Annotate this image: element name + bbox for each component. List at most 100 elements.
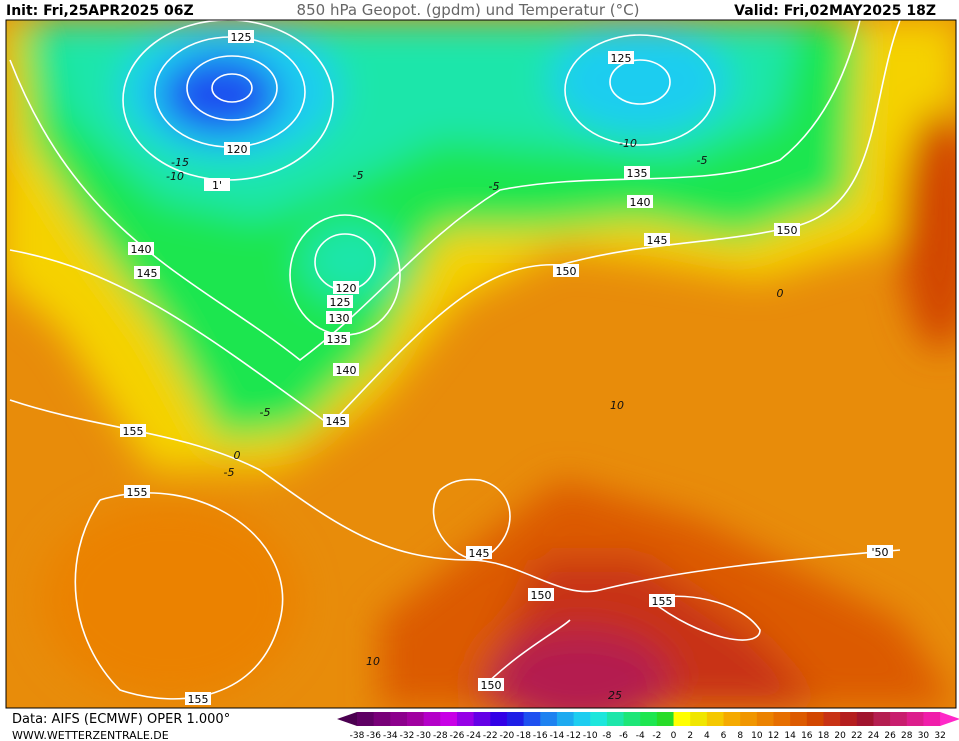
label-box (333, 363, 359, 376)
colorbar-tick-label: 32 (934, 731, 945, 741)
colorbar-swatch (623, 712, 641, 726)
colorbar-tick-label: -18 (516, 731, 531, 741)
colorbar-swatch (423, 712, 441, 726)
temperature-label: -10 (166, 170, 184, 183)
colorbar-tick-label: 2 (687, 731, 693, 741)
colorbar-tick-label: -38 (350, 731, 365, 741)
label-box (774, 223, 800, 236)
label-box (324, 332, 350, 345)
colorbar-swatch (690, 712, 708, 726)
colorbar-swatch (540, 712, 558, 726)
colorbar-tick-label: -26 (450, 731, 465, 741)
colorbar-swatch (573, 712, 591, 726)
colorbar-swatch (440, 712, 458, 726)
colorbar-swatch (740, 712, 758, 726)
colorbar-swatch (523, 712, 541, 726)
colorbar-arrow (337, 712, 357, 726)
temperature-label: 0 (234, 449, 241, 462)
geopotential-label: 130 (329, 312, 350, 325)
init-time: Init: Fri,25APR2025 06Z (6, 3, 194, 19)
colorbar-tick-label: -20 (500, 731, 515, 741)
colorbar-tick-label: -6 (619, 731, 628, 741)
label-box (333, 281, 359, 294)
colorbar-swatch (706, 712, 724, 726)
colorbar-tick-label: 0 (671, 731, 677, 741)
website: WWW.WETTERZENTRALE.DE (12, 729, 169, 741)
colorbar-tick-label: 16 (801, 731, 813, 741)
colorbar-tick-label: 14 (784, 731, 796, 741)
colorbar-swatch (873, 712, 891, 726)
colorbar-tick-label: 28 (901, 731, 913, 741)
geopotential-label: 140 (630, 196, 651, 209)
geopotential-label: 135 (327, 333, 348, 346)
geopotential-label: 145 (137, 267, 158, 280)
colorbar-swatch (357, 712, 375, 726)
temperature-label: 10 (610, 399, 624, 412)
colorbar-swatch (656, 712, 674, 726)
colorbar-tick-label: 18 (818, 731, 830, 741)
label-box (124, 485, 150, 498)
geopotential-label: 155 (127, 486, 148, 499)
geopotential-label: 145 (647, 234, 668, 247)
temperature-label: 25 (608, 689, 622, 702)
colorbar-tick-label: -36 (366, 731, 381, 741)
colorbar-tick-label: -4 (636, 731, 645, 741)
temperature-label: -5 (260, 406, 271, 419)
colorbar-tick-label: 22 (851, 731, 862, 741)
label-box (867, 545, 893, 558)
colorbar-tick-label: -8 (602, 731, 611, 741)
geopotential-label: 125 (611, 52, 632, 65)
colorbar-swatch (890, 712, 908, 726)
valid-time: Valid: Fri,02MAY2025 18Z (734, 3, 936, 19)
label-box (608, 51, 634, 64)
temperature-label: -5 (353, 169, 364, 182)
colorbar-tick-label: 8 (737, 731, 743, 741)
colorbar-swatch (790, 712, 808, 726)
colorbar-arrow (940, 712, 959, 726)
colorbar-swatch (806, 712, 824, 726)
label-box (553, 264, 579, 277)
temperature-label: -10 (619, 137, 637, 150)
temperature-label: -5 (697, 154, 708, 167)
colorbar-tick-label: 26 (884, 731, 896, 741)
label-box (323, 414, 349, 427)
colorbar-tick-label: -10 (583, 731, 598, 741)
colorbar-tick-label: -24 (466, 731, 481, 741)
colorbar-tick-label: -12 (566, 731, 581, 741)
colorbar-tick-label: 6 (721, 731, 727, 741)
geopotential-label: 120 (336, 282, 357, 295)
colorbar-swatch (390, 712, 408, 726)
label-box (644, 233, 670, 246)
geopotential-label: 145 (326, 415, 347, 428)
label-box (228, 30, 254, 43)
label-box (627, 195, 653, 208)
colorbar-swatch (373, 712, 391, 726)
label-box (224, 142, 250, 155)
label-box (134, 266, 160, 279)
label-box (204, 178, 230, 191)
temperature-field (6, 20, 956, 708)
colorbar-tick-label: 20 (834, 731, 846, 741)
temperature-label: -5 (489, 180, 500, 193)
geopotential-label: 150 (556, 265, 577, 278)
colorbar-tick-label: 4 (704, 731, 710, 741)
geopotential-label: 150 (481, 679, 502, 692)
colorbar-tick-label: 10 (751, 731, 763, 741)
colorbar-swatch (840, 712, 858, 726)
colorbar-tick-label: 12 (768, 731, 779, 741)
colorbar-swatch (773, 712, 791, 726)
label-box (327, 295, 353, 308)
label-box (478, 678, 504, 691)
colorbar-tick-label: 30 (918, 731, 930, 741)
colorbar-swatch (823, 712, 841, 726)
temperature-label: -5 (224, 466, 235, 479)
geopotential-label: 140 (131, 243, 152, 256)
geopotential-label: 125 (231, 31, 252, 44)
geopotential-label: '50 (871, 546, 888, 559)
label-box (649, 594, 675, 607)
label-box (128, 242, 154, 255)
colorbar-tick-label: -16 (533, 731, 548, 741)
map-title: 850 hPa Geopot. (gpdm) und Temperatur (°… (297, 1, 640, 19)
label-box (466, 546, 492, 559)
